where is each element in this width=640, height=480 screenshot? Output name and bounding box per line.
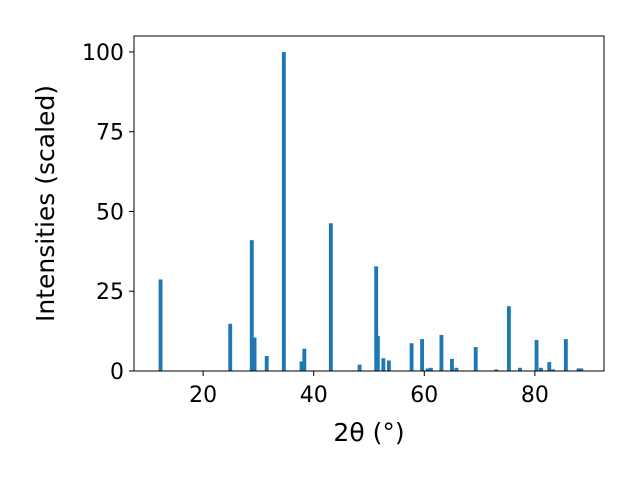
bar xyxy=(534,340,539,371)
bar xyxy=(439,334,444,371)
bar xyxy=(576,368,581,371)
bar xyxy=(579,368,584,371)
plot-frame xyxy=(133,35,605,372)
bar xyxy=(539,367,543,371)
bar xyxy=(264,356,269,371)
bar xyxy=(494,369,499,371)
bar xyxy=(428,367,433,371)
bar xyxy=(328,223,333,371)
y-tick-label: 75 xyxy=(96,121,124,146)
bar xyxy=(518,367,522,371)
y-tick-label: 25 xyxy=(96,280,124,305)
bar xyxy=(506,306,511,371)
y-tick-label: 0 xyxy=(110,360,124,385)
bar xyxy=(299,361,304,371)
bar xyxy=(252,337,257,371)
bar xyxy=(454,367,459,371)
y-axis-label: Intensities (scaled) xyxy=(31,85,60,322)
bar xyxy=(228,323,233,371)
bar xyxy=(374,266,379,371)
bar xyxy=(302,348,307,371)
x-tick-label: 60 xyxy=(410,383,438,408)
bar xyxy=(450,358,454,371)
bars-group xyxy=(158,51,584,371)
ticks-group: 20 40 60 80 0 25 50 75 100 xyxy=(82,41,549,408)
bar xyxy=(409,343,414,371)
bar xyxy=(375,335,380,371)
y-tick-label: 50 xyxy=(96,200,124,225)
bar xyxy=(249,240,254,371)
x-tick-label: 80 xyxy=(521,383,549,408)
bar xyxy=(425,368,430,371)
y-tick-label: 100 xyxy=(82,41,124,66)
bar xyxy=(386,360,391,371)
bar xyxy=(158,279,163,371)
bar xyxy=(357,364,362,371)
bar xyxy=(381,358,386,371)
bar xyxy=(563,339,568,371)
bar xyxy=(281,51,286,371)
bar xyxy=(551,369,556,371)
x-tick-label: 40 xyxy=(300,383,328,408)
bar xyxy=(420,339,425,371)
bar xyxy=(473,347,478,371)
bar xyxy=(547,362,552,371)
x-tick-label: 20 xyxy=(189,383,217,408)
x-axis-label: 2θ (°) xyxy=(333,418,404,447)
